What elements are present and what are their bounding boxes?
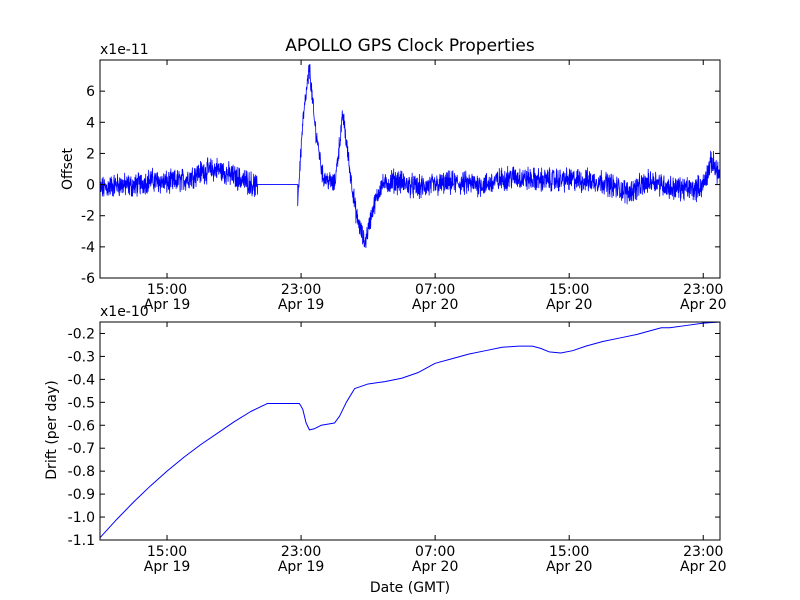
x-tick-time-label: 23:00 <box>281 544 321 560</box>
x-tick-date-label: Apr 19 <box>278 297 324 313</box>
x-tick-time-label: 15:00 <box>549 282 589 298</box>
y-tick-label: -0.9 <box>68 487 95 503</box>
x-tick-time-label: 23:00 <box>683 544 723 560</box>
y-tick-label: -1.1 <box>68 533 95 549</box>
y-tick-label: -0.8 <box>68 464 95 480</box>
y-tick-label: -4 <box>81 240 95 256</box>
drift-axes-frame <box>99 321 721 541</box>
x-tick-date-label: Apr 19 <box>144 559 190 575</box>
y-tick-label: -6 <box>81 271 95 287</box>
offset-axes-frame <box>99 59 721 279</box>
x-tick-time-label: 23:00 <box>683 282 723 298</box>
drift-multiplier: x1e-10 <box>100 304 149 320</box>
x-tick-date-label: Apr 20 <box>680 297 726 313</box>
offset-series <box>100 63 720 249</box>
x-tick-time-label: 15:00 <box>147 544 187 560</box>
x-tick-date-label: Apr 20 <box>546 297 592 313</box>
drift-xlabel: Date (GMT) <box>370 580 450 596</box>
y-tick-label: -2 <box>81 209 95 225</box>
x-tick-date-label: Apr 20 <box>412 559 458 575</box>
y-tick-label: -0.4 <box>68 372 95 388</box>
x-tick-time-label: 07:00 <box>415 282 455 298</box>
x-tick-date-label: Apr 19 <box>144 297 190 313</box>
x-tick-time-label: 15:00 <box>549 544 589 560</box>
x-tick-date-label: Apr 19 <box>278 559 324 575</box>
y-tick-label: 6 <box>86 84 95 100</box>
series-line <box>100 322 720 539</box>
y-tick-label: -0.3 <box>68 349 95 365</box>
drift-ticks: -1.1 -1.0 -0.9 -0.8 -0.7 -0.6 -0.5 -0.4 -0.3 -0.2… <box>68 322 726 575</box>
x-tick-date-label: Apr 20 <box>680 559 726 575</box>
y-tick-label: 4 <box>86 115 95 131</box>
y-tick-label: -0.6 <box>68 418 95 434</box>
y-tick-label: -0.2 <box>68 326 95 342</box>
series-line <box>100 63 720 249</box>
drift-series <box>100 322 720 539</box>
x-tick-time-label: 15:00 <box>147 282 187 298</box>
y-tick-label: 2 <box>86 146 95 162</box>
x-tick-time-label: 07:00 <box>415 544 455 560</box>
y-tick-label: -0.7 <box>68 441 95 457</box>
offset-ylabel: Offset <box>60 147 76 190</box>
drift-panel: x1e-10 Drift (per day) Date (GMT) -1.1-1… <box>44 304 726 596</box>
y-tick-label: 0 <box>86 178 95 194</box>
y-tick-label: -0.5 <box>68 395 95 411</box>
y-tick-label: -1.0 <box>68 510 95 526</box>
x-tick-time-label: 23:00 <box>281 282 321 298</box>
offset-multiplier: x1e-11 <box>100 42 149 58</box>
drift-ylabel: Drift (per day) <box>44 380 60 479</box>
x-tick-date-label: Apr 20 <box>546 559 592 575</box>
x-tick-date-label: Apr 20 <box>412 297 458 313</box>
chart-title: APOLLO GPS Clock Properties <box>285 36 535 56</box>
